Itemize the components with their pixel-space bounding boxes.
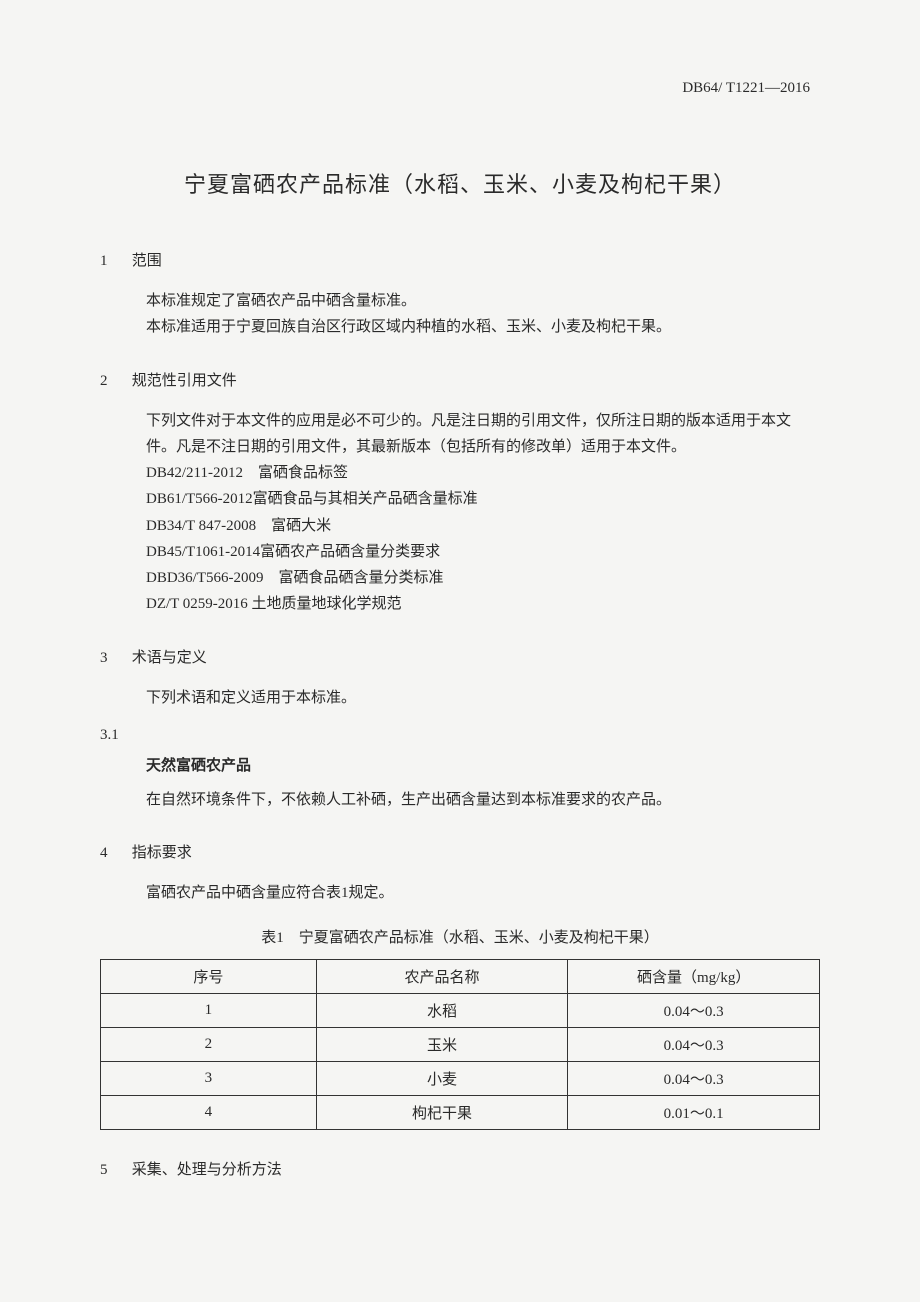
cell-name: 水稻: [316, 994, 568, 1028]
table-caption: 表1 宁夏富硒农产品标准（水稻、玉米、小麦及枸杞干果）: [100, 926, 820, 947]
table-row: 1 水稻 0.04～0.3: [101, 994, 820, 1028]
section-1-p2: 本标准适用于宁夏回族自治区行政区域内种植的水稻、玉米、小麦及枸杞干果。: [146, 314, 820, 340]
section-3-title: 术语与定义: [132, 650, 207, 666]
cell-content: 0.04～0.3: [568, 1062, 820, 1096]
ref-item: DBD36/T566-2009 富硒食品硒含量分类标准: [146, 565, 820, 591]
table-row: 3 小麦 0.04～0.3: [101, 1062, 820, 1096]
col-header-index: 序号: [101, 960, 317, 994]
cell-index: 4: [101, 1096, 317, 1130]
section-4-num: 4: [100, 845, 128, 862]
document-page: DB64/ T1221—2016 宁夏富硒农产品标准（水稻、玉米、小麦及枸杞干果…: [0, 0, 920, 1257]
ref-item: DB45/T1061-2014富硒农产品硒含量分类要求: [146, 539, 820, 565]
section-5-title: 采集、处理与分析方法: [132, 1162, 282, 1178]
col-header-content: 硒含量（mg/kg）: [568, 960, 820, 994]
table-header-row: 序号 农产品名称 硒含量（mg/kg）: [101, 960, 820, 994]
table-row: 2 玉米 0.04～0.3: [101, 1028, 820, 1062]
cell-name: 玉米: [316, 1028, 568, 1062]
cell-index: 2: [101, 1028, 317, 1062]
reference-list: DB42/211-2012 富硒食品标签 DB61/T566-2012富硒食品与…: [146, 460, 820, 618]
section-1-title: 范围: [132, 253, 162, 269]
cell-index: 3: [101, 1062, 317, 1096]
section-2-num: 2: [100, 373, 128, 390]
term-definition: 在自然环境条件下，不依赖人工补硒，生产出硒含量达到本标准要求的农产品。: [146, 787, 820, 813]
table-row: 4 枸杞干果 0.01～0.1: [101, 1096, 820, 1130]
section-4-title: 指标要求: [132, 845, 192, 861]
section-4-heading: 4 指标要求: [100, 841, 820, 862]
section-3-heading: 3 术语与定义: [100, 646, 820, 667]
section-2-title: 规范性引用文件: [132, 373, 237, 389]
section-1-heading: 1 范围: [100, 249, 820, 270]
cell-content: 0.04～0.3: [568, 1028, 820, 1062]
ref-item: DB61/T566-2012富硒食品与其相关产品硒含量标准: [146, 486, 820, 512]
ref-item: DB34/T 847-2008 富硒大米: [146, 513, 820, 539]
section-1-num: 1: [100, 253, 128, 270]
section-5-heading: 5 采集、处理与分析方法: [100, 1158, 820, 1179]
cell-content: 0.04～0.3: [568, 994, 820, 1028]
section-3-num: 3: [100, 650, 128, 667]
section-5-num: 5: [100, 1162, 128, 1179]
document-number: DB64/ T1221—2016: [100, 80, 820, 97]
col-header-name: 农产品名称: [316, 960, 568, 994]
section-1-p1: 本标准规定了富硒农产品中硒含量标准。: [146, 288, 820, 314]
term-name: 天然富硒农产品: [146, 754, 820, 775]
cell-name: 小麦: [316, 1062, 568, 1096]
standards-table: 序号 农产品名称 硒含量（mg/kg） 1 水稻 0.04～0.3 2 玉米 0…: [100, 959, 820, 1130]
cell-content: 0.01～0.1: [568, 1096, 820, 1130]
main-title: 宁夏富硒农产品标准（水稻、玉米、小麦及枸杞干果）: [100, 167, 820, 199]
subsection-3-1-num: 3.1: [100, 727, 820, 744]
section-2-heading: 2 规范性引用文件: [100, 369, 820, 390]
section-4-intro: 富硒农产品中硒含量应符合表1规定。: [146, 880, 820, 906]
ref-item: DZ/T 0259-2016 土地质量地球化学规范: [146, 591, 820, 617]
cell-index: 1: [101, 994, 317, 1028]
cell-name: 枸杞干果: [316, 1096, 568, 1130]
section-3-intro: 下列术语和定义适用于本标准。: [146, 685, 820, 711]
section-2-intro: 下列文件对于本文件的应用是必不可少的。凡是注日期的引用文件，仅所注日期的版本适用…: [146, 408, 820, 461]
ref-item: DB42/211-2012 富硒食品标签: [146, 460, 820, 486]
